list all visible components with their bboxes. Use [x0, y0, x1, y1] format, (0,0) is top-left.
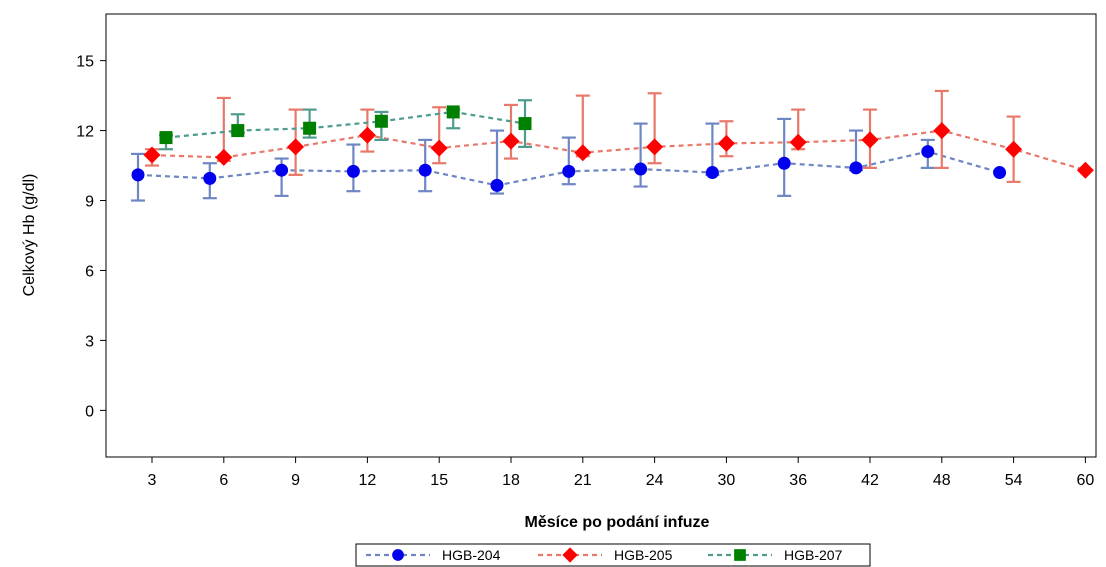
data-point [574, 144, 592, 162]
x-tick-label: 30 [718, 472, 736, 489]
x-tick-label: 24 [646, 472, 664, 489]
data-point [490, 178, 504, 192]
data-point [705, 166, 719, 180]
data-point [446, 105, 460, 119]
y-tick-label: 3 [85, 333, 94, 350]
data-point [646, 138, 664, 156]
x-axis-title: Měsíce po podání infuze [525, 514, 710, 531]
y-tick-label: 12 [76, 124, 94, 141]
data-point [418, 163, 432, 177]
data-point [849, 161, 863, 175]
data-point [861, 131, 879, 149]
y-tick-label: 0 [85, 403, 94, 420]
data-point [933, 122, 951, 140]
x-tick-label: 48 [933, 472, 951, 489]
legend-marker [392, 549, 404, 561]
data-point [717, 134, 735, 152]
data-point [1076, 161, 1094, 179]
y-tick-label: 6 [85, 263, 94, 280]
x-tick-label: 12 [359, 472, 377, 489]
y-axis: 0 3 6 9 12 15 [76, 54, 106, 420]
x-tick-label: 3 [148, 472, 157, 489]
x-tick-label: 15 [430, 472, 448, 489]
x-tick-label: 6 [219, 472, 228, 489]
data-point [993, 166, 1007, 180]
data-point [1005, 140, 1023, 158]
x-tick-label: 18 [502, 472, 520, 489]
legend-item-HGB-205: HGB-205 [538, 547, 673, 563]
legend-item-HGB-204: HGB-204 [366, 547, 501, 563]
data-point [634, 162, 648, 176]
data-point [789, 133, 807, 151]
data-point [777, 156, 791, 170]
series-line [165, 110, 526, 139]
legend: HGB-204 HGB-205 HGB-207 [355, 543, 871, 567]
data-point [518, 117, 532, 131]
data-point [287, 138, 305, 156]
x-tick-label: 60 [1077, 472, 1095, 489]
legend-item-HGB-207: HGB-207 [708, 547, 843, 563]
x-tick-label: 21 [574, 472, 592, 489]
data-point [358, 126, 376, 144]
x-tick-label: 54 [1005, 472, 1023, 489]
y-tick-label: 9 [85, 194, 94, 211]
x-tick-label: 42 [861, 472, 879, 489]
legend-marker [562, 547, 578, 563]
legend-label: HGB-205 [614, 547, 673, 563]
y-tick-label: 15 [76, 54, 94, 71]
x-tick-label: 9 [291, 472, 300, 489]
plot-frame [105, 13, 1097, 458]
data-point [374, 114, 388, 128]
series-layer [131, 89, 1094, 202]
data-point [231, 124, 245, 138]
data-point [159, 131, 173, 145]
data-point [215, 148, 233, 166]
series-line [151, 129, 1086, 172]
data-point [143, 146, 161, 164]
data-point [275, 163, 289, 177]
data-point [430, 139, 448, 157]
data-point [131, 168, 145, 182]
series-HGB-205 [143, 89, 1094, 183]
data-point [502, 132, 520, 150]
series-HGB-204 [131, 117, 1007, 202]
data-point [203, 171, 217, 185]
data-point [303, 121, 317, 135]
series-HGB-207 [159, 99, 532, 151]
x-tick-label: 36 [789, 472, 807, 489]
data-point [346, 164, 360, 178]
legend-label: HGB-207 [784, 547, 843, 563]
data-point [562, 164, 576, 178]
legend-marker [734, 549, 746, 561]
x-axis: 3 6 9 12 15 18 21 24 30 36 42 48 54 60 [148, 457, 1095, 489]
legend-label: HGB-204 [442, 547, 501, 563]
data-point [921, 145, 935, 159]
y-axis-title: Celkový Hb (g/dl) [21, 174, 38, 297]
